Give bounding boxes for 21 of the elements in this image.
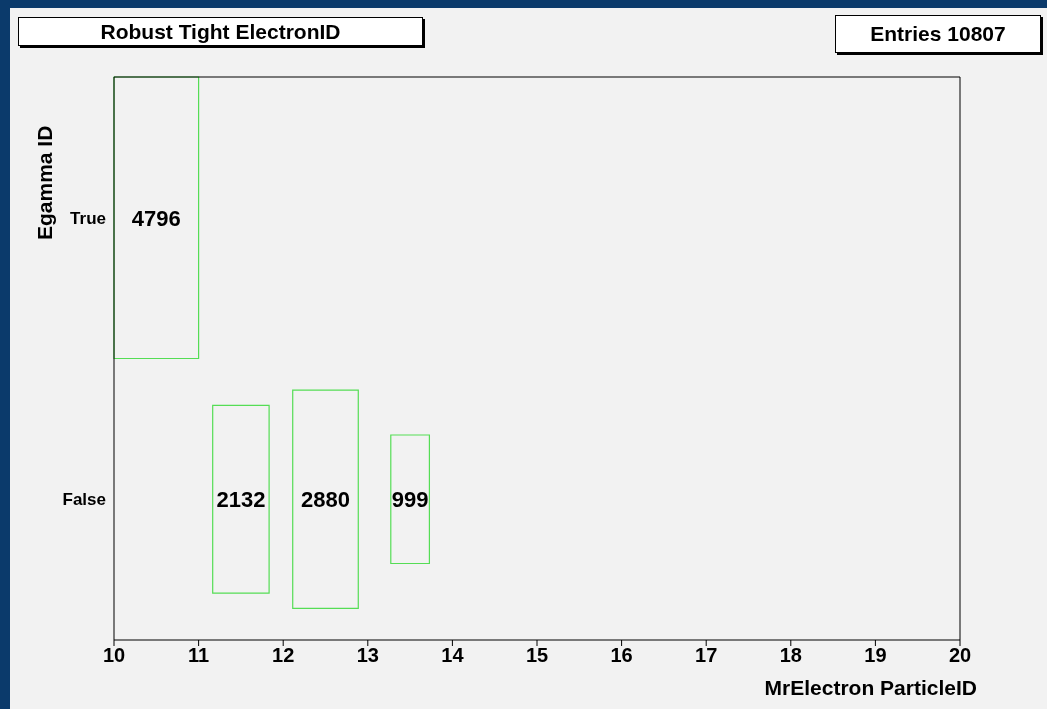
x-tick-label: 12 (272, 644, 295, 667)
data-label: 999 (391, 487, 429, 513)
x-tick-label: 10 (102, 644, 126, 667)
x-tick-label: 20 (948, 644, 972, 667)
data-label: 2880 (301, 487, 350, 513)
data-label: 4796 (131, 205, 181, 231)
y-tick-label: False (62, 490, 106, 510)
x-axis-title: MrElectron ParticleID (764, 676, 977, 700)
x-tick-label: 18 (779, 644, 802, 667)
x-tick-label: 16 (610, 644, 633, 667)
chart-title: Robust Tight ElectronID (18, 17, 423, 46)
y-axis-title: Egamma ID (32, 125, 57, 240)
x-tick-label: 14 (441, 644, 465, 667)
text: Entries 10807 (835, 15, 1041, 53)
x-tick-label: 11 (188, 644, 210, 667)
data-label: 2132 (216, 487, 266, 513)
x-tick-label: 13 (356, 644, 379, 667)
y-tick-label: True (70, 208, 106, 228)
x-tick-label: 17 (695, 644, 718, 667)
x-tick-label: 15 (525, 644, 549, 667)
x-tick-label: 19 (864, 644, 887, 667)
